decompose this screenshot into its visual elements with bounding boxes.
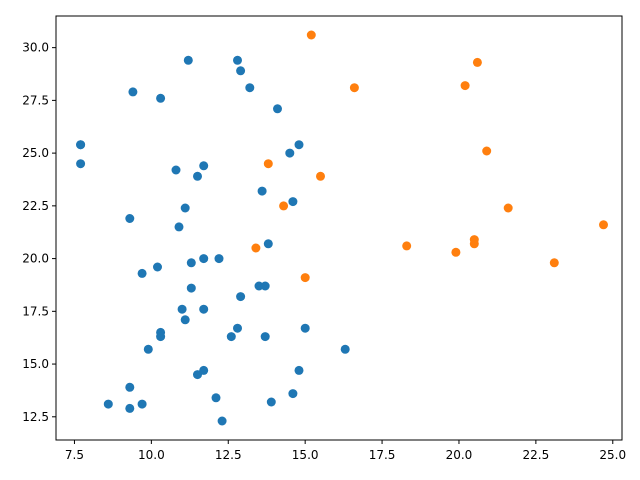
point-series-1-9 [460,81,470,91]
point-series-0-35 [236,66,246,76]
y-tick-label: 30.0 [22,41,49,55]
point-series-0-29 [211,393,221,403]
y-tick-label: 15.0 [22,357,49,371]
point-series-0-34 [233,55,242,65]
y-tick-label: 27.5 [22,93,49,107]
point-series-1-12 [472,57,482,67]
point-series-0-2 [76,159,86,169]
point-series-0-11 [153,262,162,272]
point-series-0-44 [273,104,282,114]
point-series-1-6 [349,83,359,93]
point-series-0-23 [193,171,202,181]
y-tick-label: 25.0 [22,146,49,160]
point-series-0-27 [199,304,209,314]
x-tick-label: 17.5 [369,448,396,462]
point-series-0-43 [266,397,276,407]
point-series-1-14 [503,203,513,213]
point-series-1-11 [469,235,479,245]
y-tick-label: 12.5 [22,410,49,424]
point-series-0-20 [183,55,193,65]
point-series-0-10 [143,344,153,354]
point-series-0-22 [186,283,196,293]
x-tick-label: 15.0 [292,448,319,462]
y-tick-label: 17.5 [22,304,49,318]
x-axis: 7.5 10.0 12.5 15.0 17.5 20.0 22.5 25.0 [65,440,626,462]
point-series-0-39 [257,186,267,196]
point-series-0-28 [199,365,209,375]
y-tick-label: 22.5 [22,199,49,213]
point-series-0-4 [125,403,135,413]
point-series-0-31 [217,416,227,426]
point-series-0-41 [260,332,270,342]
point-series-0-1 [76,140,86,150]
point-series-1-1 [263,159,273,169]
point-series-0-19 [180,203,190,213]
point-series-0-17 [177,304,187,314]
point-series-0-6 [125,214,135,223]
point-series-1-7 [402,241,412,251]
point-series-0-32 [226,332,236,342]
point-series-0-47 [288,389,298,399]
point-series-0-36 [236,292,246,302]
point-series-0-14 [156,93,166,103]
point-series-0-51 [340,344,350,354]
point-series-0-38 [254,281,264,291]
point-series-0-9 [137,399,147,409]
points-layer [76,30,608,426]
point-series-0-37 [245,83,255,93]
point-series-0-15 [171,165,181,175]
x-tick-label: 20.0 [446,448,473,462]
point-series-1-5 [316,171,325,181]
point-series-0-46 [288,197,298,207]
point-series-0-50 [300,323,310,333]
point-series-0-3 [103,399,113,409]
point-series-1-3 [300,273,310,283]
point-series-0-21 [186,258,196,268]
x-tick-label: 22.5 [523,448,550,462]
point-series-1-15 [549,258,559,268]
x-tick-label: 12.5 [215,448,242,462]
point-series-0-16 [174,222,184,232]
point-series-1-0 [251,243,261,253]
x-tick-label: 7.5 [65,448,84,462]
point-series-0-5 [125,382,135,392]
x-tick-label: 10.0 [138,448,165,462]
point-series-0-25 [199,161,209,171]
y-tick-label: 20.0 [22,252,49,266]
point-series-0-13 [156,332,166,342]
point-series-1-2 [279,201,289,211]
point-series-0-45 [285,148,295,158]
point-series-0-7 [128,87,138,97]
plot-frame [55,15,623,441]
y-axis: 12.5 15.0 17.5 20.0 22.5 25.0 27.5 30.0 [22,41,56,424]
point-series-1-13 [482,146,492,156]
point-series-0-18 [180,315,190,325]
point-series-0-49 [294,365,304,375]
point-series-0-33 [233,323,242,333]
point-series-0-30 [214,254,224,264]
x-tick-label: 25.0 [599,448,626,462]
point-series-0-48 [294,140,304,150]
point-series-1-16 [599,220,608,230]
point-series-1-8 [451,247,461,257]
point-series-1-4 [306,30,316,40]
point-series-0-40 [260,281,270,291]
point-series-0-42 [263,239,273,249]
point-series-0-8 [137,268,147,278]
point-series-0-26 [199,254,209,264]
